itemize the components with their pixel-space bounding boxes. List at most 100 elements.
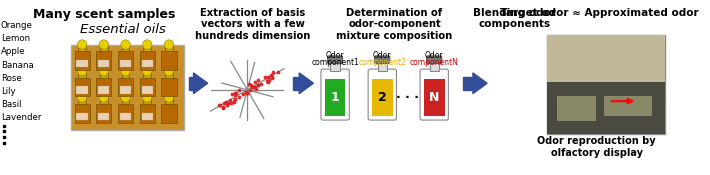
Bar bbox=[143, 72, 151, 78]
Circle shape bbox=[77, 93, 87, 102]
Text: . . .: . . . bbox=[396, 88, 420, 101]
Circle shape bbox=[121, 93, 130, 102]
Bar bbox=[77, 113, 88, 120]
Text: component1: component1 bbox=[311, 58, 359, 67]
Circle shape bbox=[143, 93, 152, 102]
Bar bbox=[97, 104, 111, 123]
Bar bbox=[430, 62, 439, 71]
Circle shape bbox=[99, 40, 109, 49]
Text: Odor: Odor bbox=[373, 51, 392, 60]
Bar bbox=[78, 98, 86, 104]
Bar bbox=[120, 113, 131, 120]
Bar bbox=[77, 60, 88, 67]
Bar bbox=[165, 98, 173, 104]
Bar bbox=[378, 62, 387, 71]
Circle shape bbox=[99, 93, 109, 102]
Polygon shape bbox=[194, 73, 207, 94]
Text: Lily: Lily bbox=[1, 87, 16, 96]
Circle shape bbox=[121, 66, 130, 76]
Text: Orange: Orange bbox=[1, 21, 33, 30]
Bar bbox=[75, 51, 89, 70]
Bar bbox=[100, 46, 108, 51]
Text: N: N bbox=[429, 91, 439, 104]
Bar bbox=[140, 51, 155, 70]
Bar bbox=[78, 72, 86, 78]
Circle shape bbox=[143, 66, 152, 76]
Bar bbox=[547, 82, 665, 134]
Circle shape bbox=[99, 66, 109, 76]
Bar bbox=[75, 78, 89, 96]
Bar bbox=[122, 72, 129, 78]
Circle shape bbox=[121, 40, 130, 49]
Bar bbox=[161, 51, 177, 70]
Circle shape bbox=[143, 40, 152, 49]
Text: Odor reproduction by
olfactory display: Odor reproduction by olfactory display bbox=[537, 136, 656, 158]
Text: Essential oils: Essential oils bbox=[80, 23, 165, 36]
FancyBboxPatch shape bbox=[427, 56, 442, 63]
FancyBboxPatch shape bbox=[368, 69, 396, 120]
Bar bbox=[462, 77, 473, 90]
FancyBboxPatch shape bbox=[327, 56, 343, 63]
FancyBboxPatch shape bbox=[420, 69, 449, 120]
Circle shape bbox=[77, 40, 87, 49]
Text: Odor: Odor bbox=[326, 51, 344, 60]
Text: Many scent samples: Many scent samples bbox=[33, 8, 175, 21]
Bar bbox=[97, 51, 111, 70]
Bar bbox=[71, 46, 184, 130]
Bar bbox=[424, 79, 444, 116]
Text: Lavender: Lavender bbox=[1, 113, 41, 122]
Bar bbox=[165, 46, 173, 51]
Bar bbox=[547, 35, 665, 82]
Bar bbox=[161, 104, 177, 123]
Circle shape bbox=[77, 66, 87, 76]
Text: Extraction of basis
vectors with a few
hundreds dimension: Extraction of basis vectors with a few h… bbox=[195, 8, 311, 41]
Polygon shape bbox=[299, 73, 313, 94]
Text: Odor: Odor bbox=[425, 51, 444, 60]
Bar bbox=[140, 78, 155, 96]
FancyBboxPatch shape bbox=[375, 56, 390, 63]
Bar bbox=[143, 98, 151, 104]
Bar bbox=[98, 60, 109, 67]
Bar bbox=[330, 62, 340, 71]
Bar bbox=[118, 51, 133, 70]
Text: Basil: Basil bbox=[1, 100, 21, 109]
Text: 1: 1 bbox=[331, 91, 339, 104]
Bar bbox=[122, 46, 129, 51]
Text: Determination of
odor-component
mixture composition: Determination of odor-component mixture … bbox=[337, 8, 453, 41]
Polygon shape bbox=[473, 73, 487, 94]
Bar bbox=[77, 86, 88, 94]
FancyBboxPatch shape bbox=[321, 69, 349, 120]
Bar bbox=[189, 77, 194, 90]
Bar bbox=[100, 98, 108, 104]
Bar bbox=[293, 77, 299, 90]
Bar bbox=[161, 78, 177, 96]
Bar bbox=[97, 78, 111, 96]
Bar bbox=[98, 113, 109, 120]
Bar bbox=[120, 60, 131, 67]
Bar bbox=[100, 72, 108, 78]
Text: 2: 2 bbox=[378, 91, 387, 104]
Text: Apple: Apple bbox=[1, 47, 26, 56]
Bar bbox=[165, 72, 173, 78]
Bar bbox=[141, 86, 153, 94]
Circle shape bbox=[164, 66, 174, 76]
Bar bbox=[604, 96, 651, 115]
Text: Blending odor
components: Blending odor components bbox=[473, 8, 556, 29]
Text: Target odor ≈ Approximated odor: Target odor ≈ Approximated odor bbox=[500, 8, 699, 18]
Bar bbox=[557, 96, 595, 120]
Text: component2: component2 bbox=[359, 58, 406, 67]
Text: Lemon: Lemon bbox=[1, 34, 30, 43]
Bar bbox=[78, 46, 86, 51]
Bar bbox=[120, 86, 131, 94]
Bar bbox=[118, 104, 133, 123]
Circle shape bbox=[164, 40, 174, 49]
Bar bbox=[118, 78, 133, 96]
Bar bbox=[141, 113, 153, 120]
Bar bbox=[98, 86, 109, 94]
Bar bbox=[143, 46, 151, 51]
Bar bbox=[75, 104, 89, 123]
Bar bbox=[122, 98, 129, 104]
Text: Banana: Banana bbox=[1, 61, 33, 70]
Bar bbox=[140, 104, 155, 123]
Bar bbox=[324, 79, 346, 116]
